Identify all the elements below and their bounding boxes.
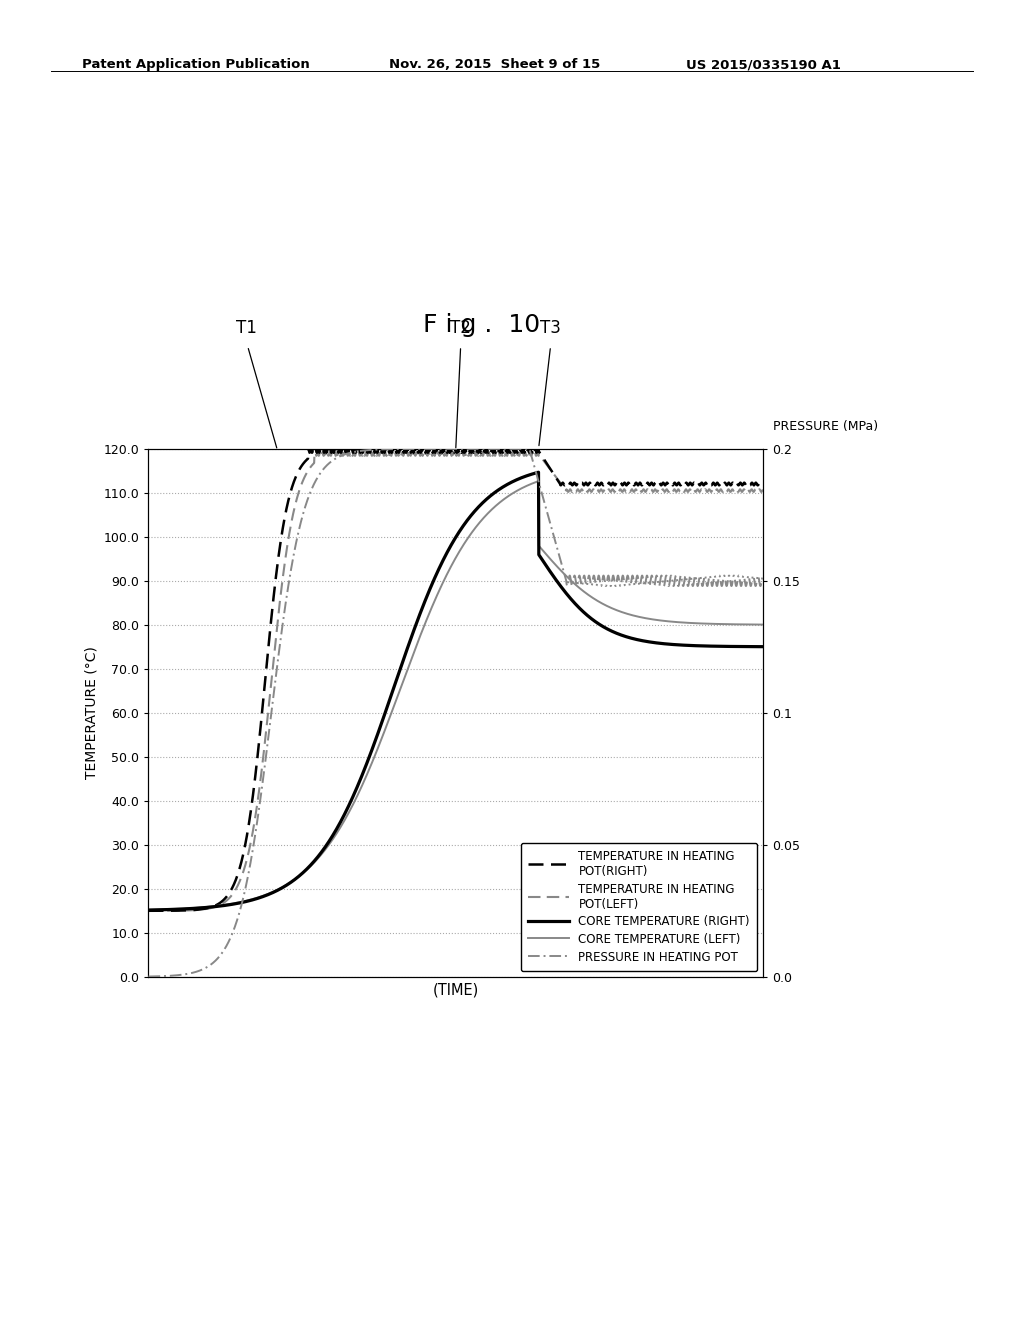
- Text: US 2015/0335190 A1: US 2015/0335190 A1: [686, 58, 841, 71]
- Text: Nov. 26, 2015  Sheet 9 of 15: Nov. 26, 2015 Sheet 9 of 15: [389, 58, 600, 71]
- Text: T1: T1: [237, 318, 257, 337]
- Y-axis label: TEMPERATURE (°C): TEMPERATURE (°C): [84, 647, 98, 779]
- Text: PRESSURE (MPa): PRESSURE (MPa): [773, 420, 879, 433]
- Text: T3: T3: [541, 318, 561, 337]
- Text: F i g .  10: F i g . 10: [423, 313, 540, 337]
- Text: T2: T2: [451, 318, 471, 337]
- Legend: TEMPERATURE IN HEATING
POT(RIGHT), TEMPERATURE IN HEATING
POT(LEFT), CORE TEMPER: TEMPERATURE IN HEATING POT(RIGHT), TEMPE…: [520, 843, 757, 972]
- X-axis label: (TIME): (TIME): [432, 982, 479, 998]
- Text: Patent Application Publication: Patent Application Publication: [82, 58, 309, 71]
